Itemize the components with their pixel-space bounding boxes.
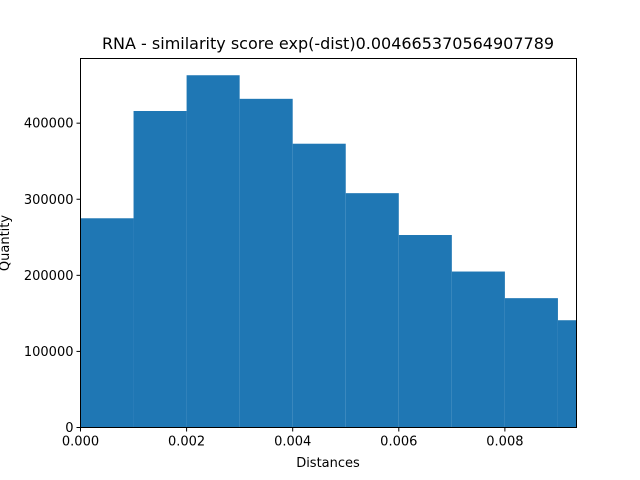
- histogram-bar: [186, 75, 240, 428]
- histogram-bar: [398, 235, 452, 428]
- plot-frame: [80, 58, 577, 428]
- histogram-bar: [557, 320, 577, 428]
- y-tick-label: 0: [65, 421, 73, 436]
- histogram-bar: [80, 218, 134, 428]
- x-axis: 0.000 0.002 0.004 0.006 0.008: [62, 427, 523, 450]
- x-tick-label: 0.004: [274, 435, 311, 450]
- y-tick-label: 300000: [24, 193, 74, 208]
- y-tick-label: 400000: [24, 117, 74, 132]
- x-tick-label: 0.002: [168, 435, 205, 450]
- x-tick-label: 0.008: [486, 435, 523, 450]
- y-axis: 0 100000 200000 300000 400000: [24, 117, 81, 436]
- histogram-bar: [239, 98, 293, 428]
- histogram-bar: [451, 271, 505, 428]
- histogram-bar: [133, 110, 187, 428]
- x-axis-label: Distances: [296, 456, 360, 471]
- histogram-bar: [504, 298, 558, 428]
- y-tick-label: 200000: [24, 269, 74, 284]
- y-tick-label: 100000: [24, 345, 74, 360]
- bars-group: [80, 75, 577, 428]
- y-axis-label: Quantity: [0, 215, 13, 271]
- x-tick-label: 0.000: [62, 435, 99, 450]
- chart-title: RNA - similarity score exp(-dist)0.00466…: [102, 34, 554, 53]
- histogram-bar: [292, 143, 346, 428]
- histogram-bar: [345, 193, 399, 428]
- x-tick-label: 0.006: [380, 435, 417, 450]
